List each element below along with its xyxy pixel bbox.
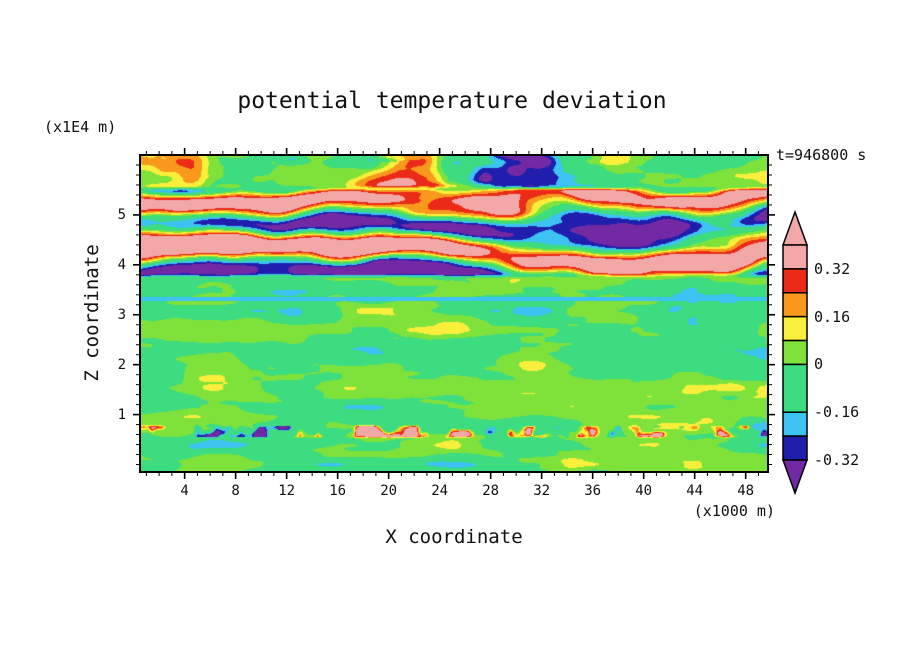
x-tick-label: 44	[686, 483, 704, 499]
colorbar-band	[782, 244, 808, 270]
x-tick-label: 24	[431, 483, 449, 499]
x-tick-label: 36	[584, 483, 602, 499]
x-tick-label: 12	[278, 483, 296, 499]
heatmap-field	[140, 155, 768, 472]
x-tick-label: 16	[329, 483, 347, 499]
colorbar-tip-down	[781, 459, 809, 496]
colorbar-band	[782, 315, 808, 342]
time-label: t=946800 s	[776, 146, 867, 164]
y-axis-unit-label: (x1E4 m)	[44, 118, 117, 136]
colorbar-tick-label: 0.16	[814, 307, 851, 326]
colorbar-tick-label: 0	[814, 355, 824, 374]
colorbar-band	[782, 435, 808, 461]
chart-title: potential temperature deviation	[237, 88, 667, 114]
x-tick-label: 32	[533, 483, 551, 499]
colorbar-band	[782, 339, 808, 366]
y-tick-label: 1	[117, 406, 126, 423]
colorbar-band	[782, 292, 808, 318]
plot-frame-and-ticks	[133, 148, 775, 479]
x-tick-label: 40	[635, 483, 653, 499]
x-tick-label: 28	[482, 483, 500, 499]
y-tick-label: 3	[117, 306, 126, 323]
y-tick-label: 2	[117, 356, 126, 373]
x-axis-unit-label: (x1000 m)	[693, 502, 775, 520]
x-axis-title: X coordinate	[385, 526, 523, 548]
colorbar-tick-label: 0.32	[814, 259, 851, 278]
colorbar-band	[782, 363, 808, 413]
x-tick-label: 20	[380, 483, 398, 499]
colorbar-band	[782, 411, 808, 437]
y-tick-label: 4	[117, 256, 126, 273]
x-tick-label: 4	[180, 483, 189, 499]
plot-border	[139, 154, 769, 473]
colorbar-band	[782, 268, 808, 294]
y-tick-label: 5	[117, 206, 126, 223]
colorbar-tip-up	[781, 210, 809, 246]
colorbar-tick-label: -0.16	[814, 403, 860, 422]
colorbar-tick-label: -0.32	[814, 451, 860, 469]
colorbar	[781, 210, 809, 496]
x-tick-label: 8	[231, 483, 240, 499]
x-tick-label: 48	[737, 483, 755, 499]
